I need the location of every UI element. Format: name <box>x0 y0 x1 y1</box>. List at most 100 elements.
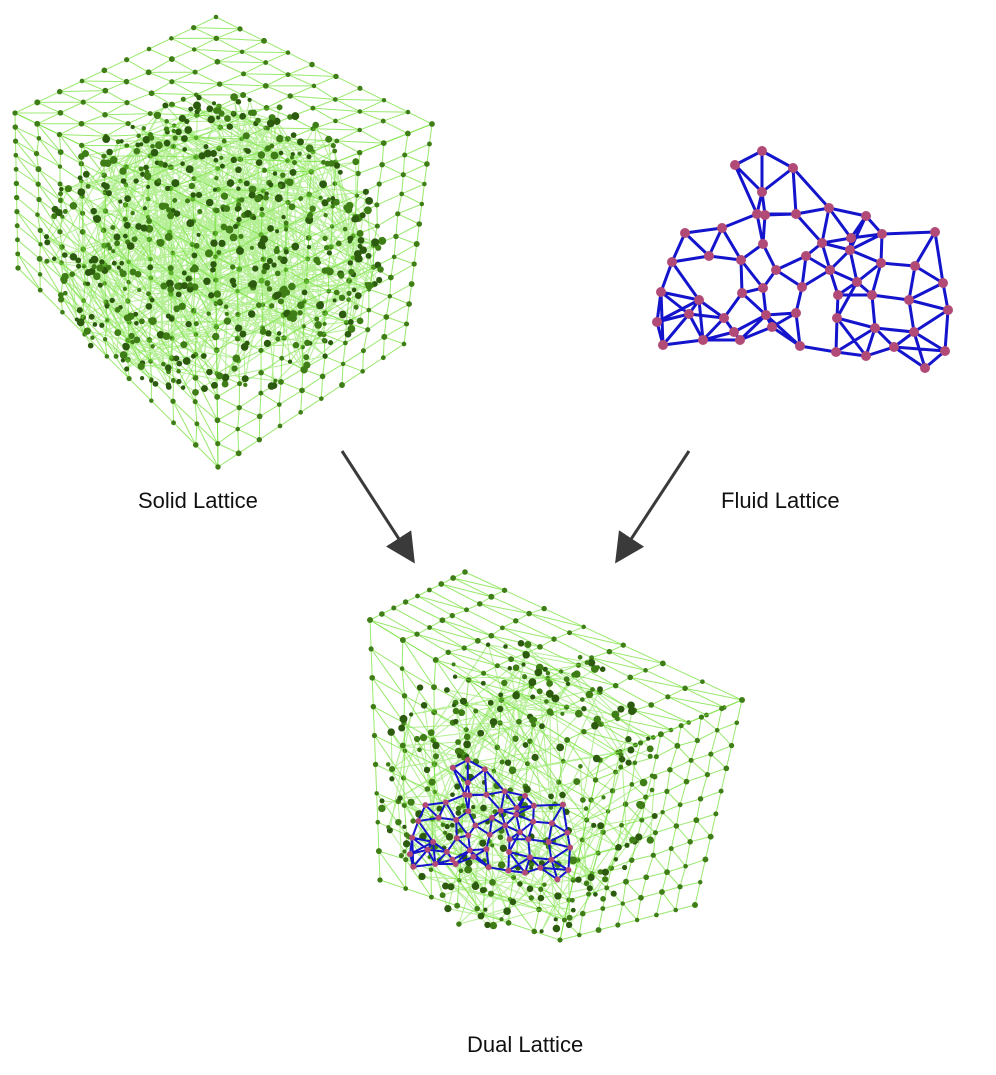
solid-node <box>402 840 411 848</box>
dual-fluid-node <box>465 808 472 815</box>
solid-node <box>551 694 560 703</box>
solid-node <box>337 272 345 279</box>
solid-node <box>528 895 534 901</box>
solid-node <box>92 322 98 327</box>
solid-node <box>537 643 543 650</box>
fluid-node <box>758 283 768 293</box>
dual-fluid-node <box>513 804 520 811</box>
solid-node <box>471 805 476 810</box>
solid-node <box>114 306 121 313</box>
solid-node <box>700 679 705 685</box>
solid-node <box>265 330 272 337</box>
solid-node <box>326 250 333 256</box>
solid-node <box>377 266 384 273</box>
solid-node <box>531 928 538 935</box>
solid-node <box>629 836 637 844</box>
fluid-node <box>910 261 920 271</box>
solid-node <box>389 765 396 773</box>
solid-node <box>285 50 291 55</box>
solid-node <box>509 898 517 906</box>
solid-node <box>399 637 406 643</box>
solid-node <box>634 917 640 923</box>
solid-node <box>342 226 348 232</box>
fluid-node <box>877 229 887 239</box>
solid-node <box>291 242 300 251</box>
solid-node <box>278 379 284 385</box>
solid-node <box>262 194 269 201</box>
solid-node <box>309 61 315 68</box>
solid-node <box>15 265 21 271</box>
solid-node <box>173 305 181 313</box>
solid-node <box>265 126 270 131</box>
solid-node <box>292 160 297 166</box>
solid-node <box>444 904 452 913</box>
solid-node <box>380 118 386 124</box>
solid-node <box>647 753 653 759</box>
solid-node <box>149 378 154 383</box>
solid-node <box>624 842 630 848</box>
solid-node <box>583 806 589 811</box>
solid-node <box>290 152 295 157</box>
solid-node <box>172 135 178 141</box>
solid-node <box>581 624 586 630</box>
solid-node <box>627 674 633 681</box>
solid-node <box>203 144 209 150</box>
solid-node <box>639 778 648 787</box>
solid-node <box>548 793 554 800</box>
solid-node <box>333 73 339 80</box>
solid-node <box>126 375 132 382</box>
solid-node <box>69 253 78 261</box>
solid-node <box>365 252 372 259</box>
solid-node <box>36 135 42 141</box>
solid-node <box>276 331 282 336</box>
solid-node <box>310 105 316 111</box>
solid-node <box>180 282 188 290</box>
solid-node <box>122 286 128 292</box>
solid-node <box>615 922 621 928</box>
solid-node <box>87 342 94 349</box>
solid-node <box>595 665 601 670</box>
solid-node <box>69 271 76 278</box>
solid-node <box>277 255 283 261</box>
solid-node <box>169 36 174 41</box>
solid-node <box>698 714 705 720</box>
solid-node <box>330 204 335 209</box>
solid-node <box>272 171 278 176</box>
solid-node <box>379 611 385 617</box>
solid-node <box>322 321 327 326</box>
solid-node <box>464 607 469 613</box>
solid-node <box>395 818 402 826</box>
solid-node <box>419 201 425 207</box>
solid-node <box>163 139 171 147</box>
solid-node <box>147 264 154 271</box>
solid-node <box>262 262 271 271</box>
solid-node <box>507 666 513 671</box>
solid-node <box>123 78 130 85</box>
solid-node <box>432 741 440 750</box>
solid-node <box>601 868 610 876</box>
solid-node <box>303 354 310 361</box>
fluid-node <box>825 265 835 275</box>
solid-node <box>76 263 82 269</box>
solid-node <box>411 261 417 267</box>
solid-node <box>453 718 459 725</box>
solid-node <box>401 693 408 699</box>
solid-node <box>142 206 148 211</box>
solid-node <box>657 731 664 738</box>
solid-node <box>444 687 450 693</box>
solid-node <box>255 159 263 166</box>
solid-node <box>499 844 508 852</box>
solid-node <box>319 396 324 401</box>
solid-node <box>501 679 508 687</box>
solid-node <box>359 212 366 219</box>
solid-node <box>175 128 182 136</box>
solid-node <box>96 264 104 272</box>
solid-node <box>154 141 163 150</box>
solid-node <box>389 776 395 782</box>
solid-node <box>522 742 529 748</box>
solid-top-edge-mesh <box>14 16 433 211</box>
fluid-node <box>760 210 770 220</box>
fluid-node <box>930 227 940 237</box>
solid-node <box>289 310 298 318</box>
solid-node <box>239 197 245 203</box>
